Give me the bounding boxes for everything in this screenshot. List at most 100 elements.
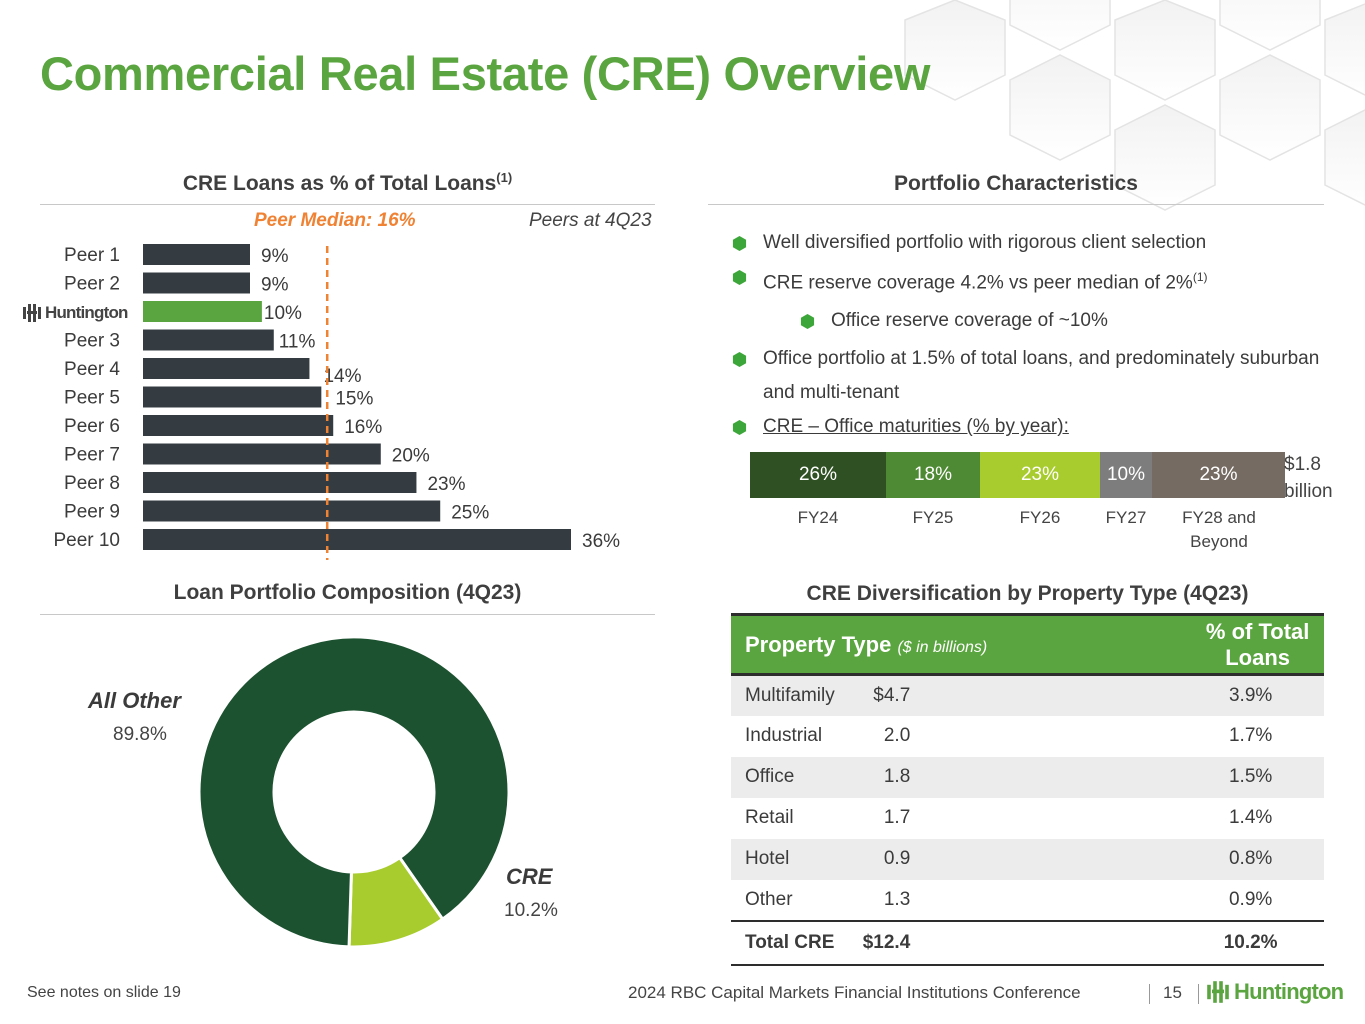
table-row: Other 1.3 0.9%: [731, 880, 1324, 921]
table-cell-type: Industrial: [745, 725, 823, 746]
hexagon-bullet-icon: [732, 420, 747, 436]
table-cell-amount: 1.3: [883, 888, 911, 910]
bullet-text: Well diversified portfolio with rigorous…: [763, 232, 1207, 253]
maturity-year-label: FY27: [1105, 508, 1147, 527]
table-cell-type: Hotel: [745, 848, 790, 869]
bar-peer-6: [143, 415, 334, 436]
table-cell-pct: 1.5%: [1228, 766, 1273, 787]
table-cell-amount: 1.8: [883, 766, 911, 787]
portfolio-bullets: Well diversified portfolio with rigorous…: [730, 226, 1330, 444]
cre-loans-heading-text: CRE Loans as % of Total Loans: [182, 172, 497, 195]
table-cell-amount: 1.7: [883, 807, 911, 828]
table-cell-amount: $4.7: [873, 684, 911, 706]
peer-median-label: Peer Median: 16%: [254, 210, 416, 231]
table-total-cell-amount: $12.4: [862, 931, 911, 953]
bullet-text: Office portfolio at 1.5% of total loans,…: [763, 348, 1320, 404]
footer-page-number: 15: [1163, 983, 1182, 1002]
huntington-logo: Huntington: [1206, 979, 1344, 1005]
footer-note: See notes on slide 19: [27, 984, 181, 1001]
bar-value-label: 20%: [392, 446, 430, 467]
bar-value-label: 11%: [279, 332, 316, 353]
cre-loans-heading-footnote: (1): [496, 170, 513, 185]
bar-peer-7: [143, 443, 381, 465]
bar-category-label: Peer 1: [64, 245, 120, 266]
portfolio-heading: Portfolio Characteristics: [894, 172, 1138, 195]
table-cell-amount: 2.0: [883, 725, 911, 746]
bar-value-label: 14%: [323, 366, 361, 387]
maturity-year-label: FY26: [1019, 508, 1061, 527]
table-cell-pct: 0.8%: [1228, 848, 1273, 869]
bar-huntington: [143, 301, 262, 322]
property-type-header: Property Type ($ in billions): [731, 615, 1177, 675]
maturities-total-label: $1.8 billion: [1284, 454, 1333, 502]
table-cell-type: Multifamily: [745, 684, 835, 706]
bar-category-label: Peer 3: [64, 331, 120, 352]
bar-category-label: Peer 4: [64, 359, 120, 380]
table-cell-type: Retail: [745, 807, 794, 828]
property-type-header-text: Property Type: [745, 631, 892, 657]
peers-date-label: Peers at 4Q23: [529, 210, 652, 231]
bullet-item: CRE reserve coverage 4.2% vs peer median…: [730, 260, 1330, 300]
donut-slice-value: 10.2%: [504, 900, 558, 921]
bar-peer-5: [143, 386, 322, 408]
bullet-item: Well diversified portfolio with rigorous…: [730, 226, 1330, 260]
table-row: Industrial 2.0 1.7%: [731, 716, 1324, 757]
bar-peer-2: [143, 272, 250, 294]
loan-portfolio-donut-chart: [197, 636, 511, 949]
table-cell-type: Other: [745, 888, 793, 910]
table-total-cell-type: Total CRE: [745, 931, 835, 953]
hexagon-background: [904, 0, 1365, 211]
cre-loans-heading: CRE Loans as % of Total Loans(1): [40, 170, 655, 196]
table-cell-pct: 1.4%: [1228, 807, 1273, 828]
bar-peer-9: [143, 500, 441, 522]
bar-value-label: 36%: [582, 531, 620, 552]
loan-portfolio-divider: [40, 614, 655, 615]
bar-category-label: Peer 5: [64, 388, 120, 409]
property-type-header-sub: ($ in billions): [897, 638, 988, 656]
bar-peer-3: [143, 329, 274, 351]
bar-category-label: Peer 8: [64, 473, 120, 494]
bar-value-label: 15%: [335, 389, 373, 410]
table-cell-type: Office: [745, 766, 795, 787]
table-cell-pct: 3.9%: [1228, 684, 1273, 706]
table-total-row: Total CRE $12.4 10.2%: [731, 920, 1324, 965]
maturity-year-label: FY25: [912, 508, 954, 527]
table-cell-amount: 0.9: [883, 848, 911, 869]
footer-separator: [1149, 984, 1150, 1004]
huntington-logo-icon: [23, 304, 41, 322]
bar-category-label: Peer 6: [64, 416, 120, 437]
bar-value-label: 10%: [264, 303, 302, 324]
hexagon-bullet-icon: [732, 352, 747, 368]
table-row: Multifamily $4.7 3.9%: [731, 674, 1324, 716]
bar-value-label: 23%: [427, 474, 465, 495]
table-row: Office 1.8 1.5%: [731, 756, 1324, 798]
bar-category-label: Peer 2: [64, 274, 120, 295]
bar-value-label: 16%: [344, 417, 382, 438]
huntington-logo-icon: [1207, 981, 1229, 1003]
bar-category-label: Peer 9: [64, 502, 120, 523]
footer-conference: 2024 RBC Capital Markets Financial Insti…: [628, 983, 1081, 1002]
maturity-segment-fy28-and-beyond: 23%: [1152, 452, 1285, 498]
table-row: Retail 1.7 1.4%: [731, 798, 1324, 839]
office-maturities-labels: FY24 FY25 FY26 FY27 FY28 and Beyond: [750, 506, 1285, 556]
table-row: Hotel 0.9 0.8%: [731, 838, 1324, 880]
bar-category-label: Peer 10: [53, 530, 120, 551]
bullet-item: CRE – Office maturities (% by year):: [730, 410, 1330, 444]
bullet-text: CRE – Office maturities (% by year):: [763, 416, 1069, 438]
bar-peer-1: [143, 244, 250, 265]
bar-value-label: 9%: [261, 246, 289, 267]
maturity-segment-fy24: 26%: [750, 452, 886, 498]
bar-peer-8: [143, 472, 417, 493]
donut-label-all-other: All Other 89.8%: [88, 688, 181, 746]
donut-slice-all-other: [197, 636, 511, 949]
table-header-row: Property Type ($ in billions) % of Total…: [731, 614, 1324, 675]
huntington-logo-text: Huntington: [1234, 979, 1344, 1004]
bullet-text: CRE reserve coverage 4.2% vs peer median…: [763, 272, 1193, 294]
office-maturities-bar: 26% 18% 23% 10% 23%: [750, 452, 1285, 498]
hexagon-bullet-icon: [732, 270, 747, 285]
donut-slice-name: All Other: [88, 688, 181, 713]
donut-slice-value: 89.8%: [113, 724, 167, 745]
bullet-footnote: (1): [1192, 270, 1208, 284]
maturity-year-label: FY28 and Beyond: [1182, 508, 1256, 551]
bar-peer-4: [143, 358, 310, 379]
